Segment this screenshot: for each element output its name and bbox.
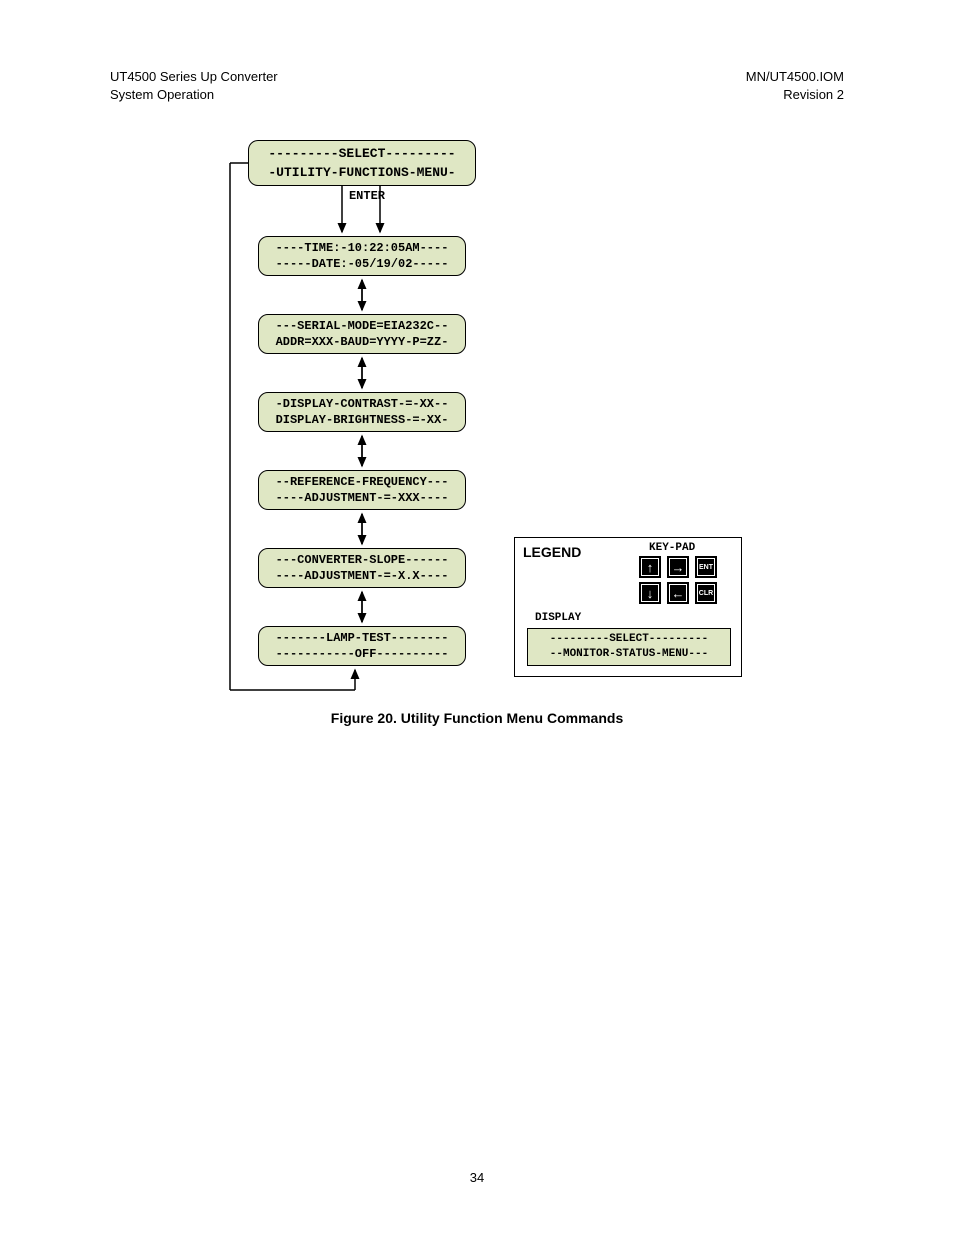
node-line: -----------OFF---------- [261, 646, 463, 662]
node-line: ---SERIAL-MODE=EIA232C-- [261, 318, 463, 334]
header-doc-id: MN/UT4500.IOM [746, 68, 844, 86]
arrow-up-icon: ↑ [647, 561, 654, 574]
enter-label: ENTER [342, 189, 392, 203]
legend-display-label: DISPLAY [535, 612, 581, 624]
header-left: UT4500 Series Up Converter System Operat… [110, 68, 278, 103]
arrow-left-icon: ← [672, 587, 685, 600]
page-header: UT4500 Series Up Converter System Operat… [110, 68, 844, 103]
arrow-down-icon: ↓ [647, 587, 654, 600]
connectors [0, 130, 954, 810]
node-line: -----DATE:-05/19/02----- [261, 256, 463, 272]
node-reference-frequency: --REFERENCE-FREQUENCY--- ----ADJUSTMENT-… [258, 470, 466, 510]
page-number: 34 [0, 1170, 954, 1185]
node-line: ----TIME:-10:22:05AM---- [261, 240, 463, 256]
figure-caption: Figure 20. Utility Function Menu Command… [0, 710, 954, 726]
keypad-up-button: ↑ [639, 556, 661, 578]
header-revision: Revision 2 [746, 86, 844, 104]
keypad-down-button: ↓ [639, 582, 661, 604]
keypad-clr-button: CLR [695, 582, 717, 604]
ent-label: ENT [699, 564, 713, 571]
node-line: ---------SELECT--------- [251, 144, 473, 164]
node-lamp-test: -------LAMP-TEST-------- -----------OFF-… [258, 626, 466, 666]
header-product: UT4500 Series Up Converter [110, 68, 278, 86]
keypad-ent-button: ENT [695, 556, 717, 578]
display-line: ---------SELECT--------- [528, 632, 730, 647]
node-display-contrast: -DISPLAY-CONTRAST-=-XX-- DISPLAY-BRIGHTN… [258, 392, 466, 432]
node-line: ADDR=XXX-BAUD=YYYY-P=ZZ- [261, 334, 463, 350]
node-line: ----ADJUSTMENT-=-XXX---- [261, 490, 463, 506]
node-select-utility: ---------SELECT--------- -UTILITY-FUNCTI… [248, 140, 476, 186]
clr-label: CLR [699, 590, 713, 597]
header-right: MN/UT4500.IOM Revision 2 [746, 68, 844, 103]
node-line: ----ADJUSTMENT-=-X.X---- [261, 568, 463, 584]
legend-keypad-label: KEY-PAD [649, 542, 695, 554]
node-line: -DISPLAY-CONTRAST-=-XX-- [261, 396, 463, 412]
header-section: System Operation [110, 86, 278, 104]
node-converter-slope: ---CONVERTER-SLOPE------ ----ADJUSTMENT-… [258, 548, 466, 588]
display-line: --MONITOR-STATUS-MENU--- [528, 647, 730, 662]
flowchart-diagram: ---------SELECT--------- -UTILITY-FUNCTI… [0, 130, 954, 810]
node-serial-mode: ---SERIAL-MODE=EIA232C-- ADDR=XXX-BAUD=Y… [258, 314, 466, 354]
node-line: DISPLAY-BRIGHTNESS-=-XX- [261, 412, 463, 428]
node-line: --REFERENCE-FREQUENCY--- [261, 474, 463, 490]
legend-title: LEGEND [523, 544, 581, 560]
keypad-left-button: ← [667, 582, 689, 604]
node-time-date: ----TIME:-10:22:05AM---- -----DATE:-05/1… [258, 236, 466, 276]
legend-display-screen: ---------SELECT--------- --MONITOR-STATU… [527, 628, 731, 666]
keypad-right-button: → [667, 556, 689, 578]
node-line: -UTILITY-FUNCTIONS-MENU- [251, 163, 473, 183]
arrow-right-icon: → [672, 561, 685, 574]
node-line: ---CONVERTER-SLOPE------ [261, 552, 463, 568]
legend-box: LEGEND KEY-PAD ↑ → ENT ↓ ← CLR DISPLAY -… [514, 537, 742, 677]
node-line: -------LAMP-TEST-------- [261, 630, 463, 646]
